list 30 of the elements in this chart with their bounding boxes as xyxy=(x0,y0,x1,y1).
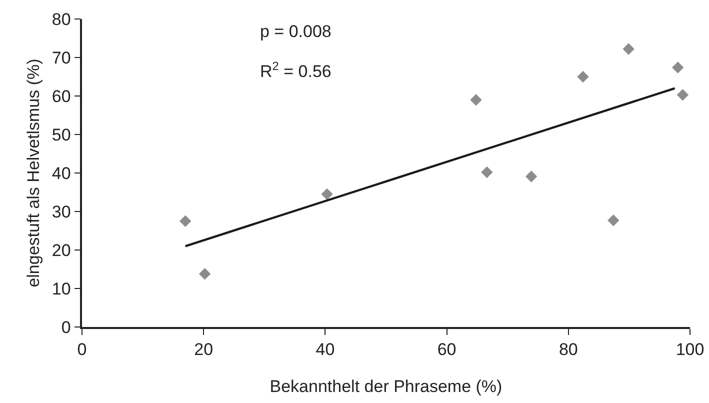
point xyxy=(525,170,538,182)
x-tick-label: 20 xyxy=(194,340,214,360)
point xyxy=(198,268,211,280)
x-tick-label: 80 xyxy=(558,340,578,360)
point xyxy=(470,94,482,106)
point xyxy=(180,215,192,227)
y-tick-label: 30 xyxy=(52,202,71,222)
y-tick-label: 10 xyxy=(52,279,71,298)
point xyxy=(321,188,333,200)
y-tick-label: 60 xyxy=(52,86,71,106)
point xyxy=(672,62,684,74)
point xyxy=(676,89,689,101)
annotation: R$^{2}$ = 0.56 xyxy=(260,59,332,82)
y-tick-label: 70 xyxy=(52,48,71,68)
point xyxy=(608,214,620,226)
y-axis-title: elngestuft als Helvetlsmus (%) xyxy=(24,58,43,288)
x-tick-label: 0 xyxy=(77,340,87,360)
x-tick-label: 40 xyxy=(316,340,335,360)
x-axis-title: Bekannthelt der Phraseme (%) xyxy=(270,377,502,396)
y-tick-label: 50 xyxy=(52,125,71,144)
x-tick-label: 60 xyxy=(437,340,456,360)
y-tick-label: 40 xyxy=(52,164,71,183)
x-tick-label: 100 xyxy=(676,340,704,360)
point xyxy=(622,43,634,55)
point xyxy=(481,166,493,178)
point xyxy=(577,70,589,83)
y-tick-label: 80 xyxy=(52,10,71,29)
y-tick-label: 0 xyxy=(61,318,71,337)
y-tick-label: 20 xyxy=(52,240,71,260)
annotation: p = 0.008 xyxy=(260,22,332,41)
